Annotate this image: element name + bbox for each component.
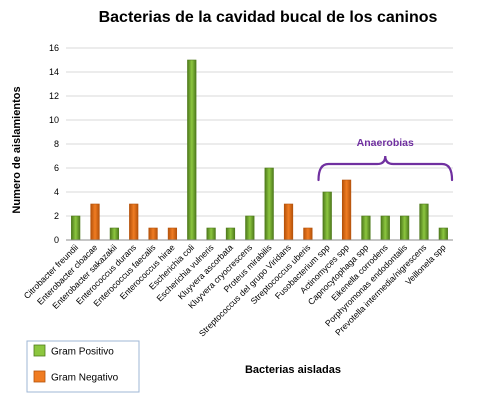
bar: [109, 227, 119, 241]
y-axis-ticks: 0 2 4 6 8 10 12 14 16: [49, 43, 59, 245]
y-tick-label: 14: [49, 67, 59, 77]
bar: [225, 227, 236, 241]
bar: [400, 215, 410, 241]
y-tick-label: 8: [54, 139, 59, 149]
bar: [148, 227, 158, 241]
annotation-label: Anaerobias: [357, 137, 414, 149]
legend: Gram Positivo Gram Negativo: [26, 340, 140, 393]
y-tick-label: 0: [54, 235, 59, 245]
bar: [187, 59, 197, 241]
annotation-anaerobias: Anaerobias: [317, 137, 454, 182]
brace: [317, 155, 454, 182]
chart-title: Bacterias de la cavidad bucal de los can…: [99, 9, 438, 26]
y-tick-label: 6: [54, 163, 59, 173]
bar: [283, 203, 294, 241]
legend-swatch: [33, 370, 46, 383]
bar: [341, 179, 352, 241]
bar: [361, 215, 371, 241]
y-tick-label: 10: [49, 115, 59, 125]
bar: [167, 227, 178, 241]
y-tick-label: 16: [49, 43, 59, 53]
bar: [90, 203, 100, 241]
bar: [419, 203, 429, 241]
bar: [245, 215, 255, 241]
y-tick-label: 2: [54, 211, 59, 221]
bar: [322, 191, 332, 241]
bar: [129, 203, 139, 241]
bar: [264, 167, 274, 241]
bar: [438, 227, 448, 241]
y-tick-label: 4: [54, 187, 59, 197]
legend-box: [26, 340, 140, 393]
y-tick-label: 12: [49, 91, 59, 101]
bar: [380, 215, 390, 241]
bar: [206, 227, 216, 241]
x-axis-label: Bacterias aisladas: [245, 364, 341, 376]
y-axis-label: Numero de aislamientos: [11, 86, 23, 213]
bars: [71, 59, 448, 241]
bar: [71, 215, 81, 241]
legend-label: Gram Positivo: [51, 347, 114, 358]
legend-swatch: [33, 344, 46, 357]
legend-label: Gram Negativo: [51, 373, 119, 384]
bar: [303, 227, 313, 241]
gridlines: [66, 47, 453, 217]
